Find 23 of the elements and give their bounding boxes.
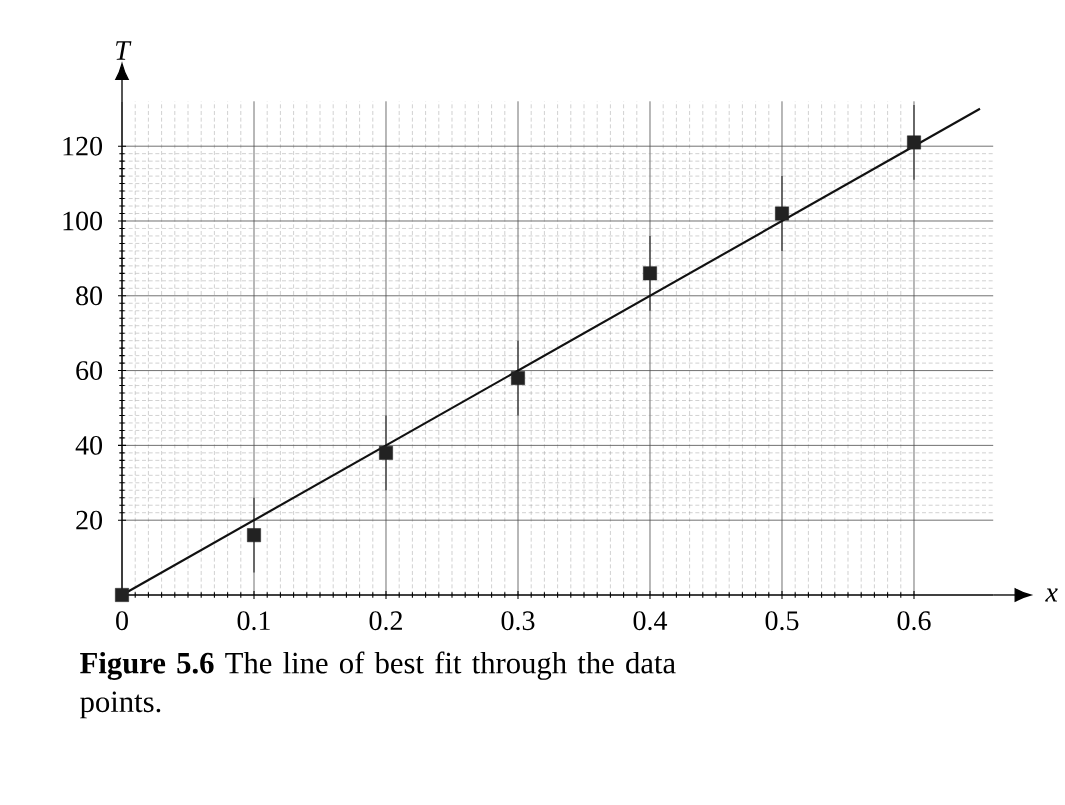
x-axis-title: x: [1045, 588, 1058, 602]
y-tick-label: 120: [63, 136, 103, 156]
y-tick-label: 20: [76, 510, 103, 530]
x-tick-label: 0: [116, 611, 128, 631]
y-tick-label: 60: [76, 361, 103, 381]
point: [643, 266, 657, 281]
y-axis-title: T: [116, 41, 132, 60]
point: [379, 445, 393, 460]
x-tick-label: 0.6: [897, 611, 931, 631]
point: [775, 206, 789, 221]
y-tick-label: 80: [76, 286, 103, 306]
text: Figure 5.6 The line of best fit through the data points.: [80, 651, 676, 719]
point: [511, 371, 525, 385]
x-tick-label: 0.5: [765, 611, 799, 631]
point: [247, 528, 261, 543]
y-tick-label: 40: [75, 435, 103, 455]
x-tick-label: 0.1: [237, 611, 270, 631]
point: [907, 135, 921, 150]
x-tick-label: 0.2: [369, 611, 402, 631]
x-tick-label: 0.3: [501, 611, 535, 631]
x-tick-label: 0.4: [633, 611, 668, 631]
point: [115, 588, 129, 602]
y-tick-label: 100: [63, 211, 103, 231]
